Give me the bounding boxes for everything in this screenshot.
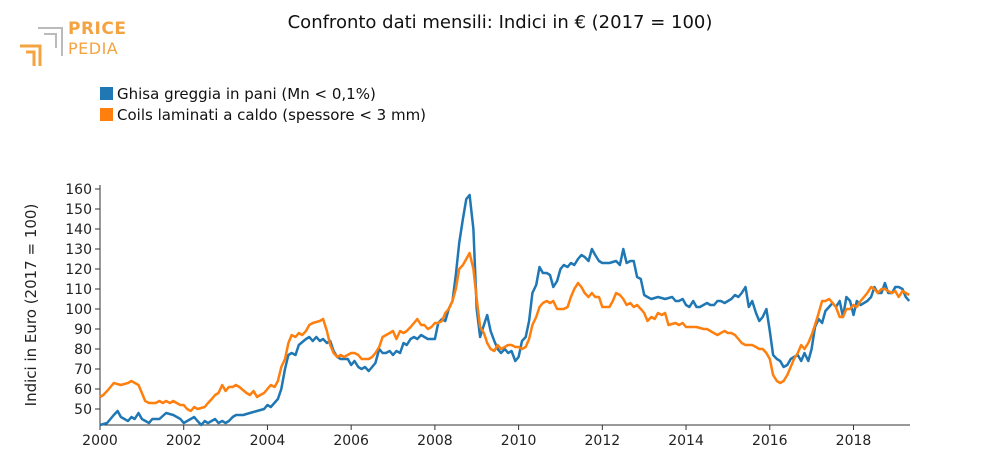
y-tick-label: 80 [74, 342, 92, 358]
chart-title: Confronto dati mensili: Indici in € (201… [287, 12, 713, 33]
legend-label-coils: Coils laminati a caldo (spessore < 3 mm) [117, 105, 427, 124]
x-tick-label: 2004 [250, 433, 286, 449]
x-tick-label: 2010 [501, 433, 537, 449]
x-tick-label: 2016 [752, 433, 788, 449]
legend-swatch-coils [100, 108, 113, 121]
y-axis-label: Indici in Euro (2017 = 100) [22, 204, 40, 407]
x-tick-label: 2000 [82, 433, 118, 449]
series-line-ghisa [99, 193, 911, 427]
y-tick-label: 50 [74, 402, 92, 418]
y-tick-label: 60 [74, 382, 92, 398]
legend-item-coils[interactable]: Coils laminati a caldo (spessore < 3 mm) [100, 104, 426, 125]
series-lines [99, 193, 911, 427]
legend-label-ghisa: Ghisa greggia in pani (Mn < 0,1%) [117, 84, 376, 103]
x-tick-label: 2006 [333, 433, 369, 449]
y-tick-label: 110 [65, 282, 92, 298]
logo-line-2: PEDIA [68, 39, 119, 58]
legend-swatch-ghisa [100, 87, 113, 100]
y-tick-label: 90 [74, 322, 92, 338]
y-tick-label: 130 [65, 242, 92, 258]
pricepedia-logo [20, 27, 63, 66]
legend: Ghisa greggia in pani (Mn < 0,1%) Coils … [100, 83, 426, 125]
x-tick-label: 2014 [668, 433, 704, 449]
logo-line-1: PRICE [68, 19, 127, 39]
y-tick-label: 70 [74, 362, 92, 378]
y-tick-label: 120 [65, 262, 92, 278]
legend-item-ghisa[interactable]: Ghisa greggia in pani (Mn < 0,1%) [100, 83, 426, 104]
series-line-coils [99, 251, 910, 413]
x-tick-label: 2008 [417, 433, 453, 449]
y-tick-label: 140 [65, 222, 92, 238]
x-tick-label: 2002 [166, 433, 202, 449]
y-tick-label: 150 [65, 202, 92, 218]
y-tick-label: 160 [65, 182, 92, 198]
y-tick-label: 100 [65, 302, 92, 318]
axes: 50 60 70 80 90 100 110 120 130 140 150 160 2000 2002 2… [65, 182, 910, 449]
logo-text: PRICE PEDIA [68, 19, 127, 59]
x-tick-label: 2018 [836, 433, 872, 449]
x-tick-label: 2012 [585, 433, 621, 449]
